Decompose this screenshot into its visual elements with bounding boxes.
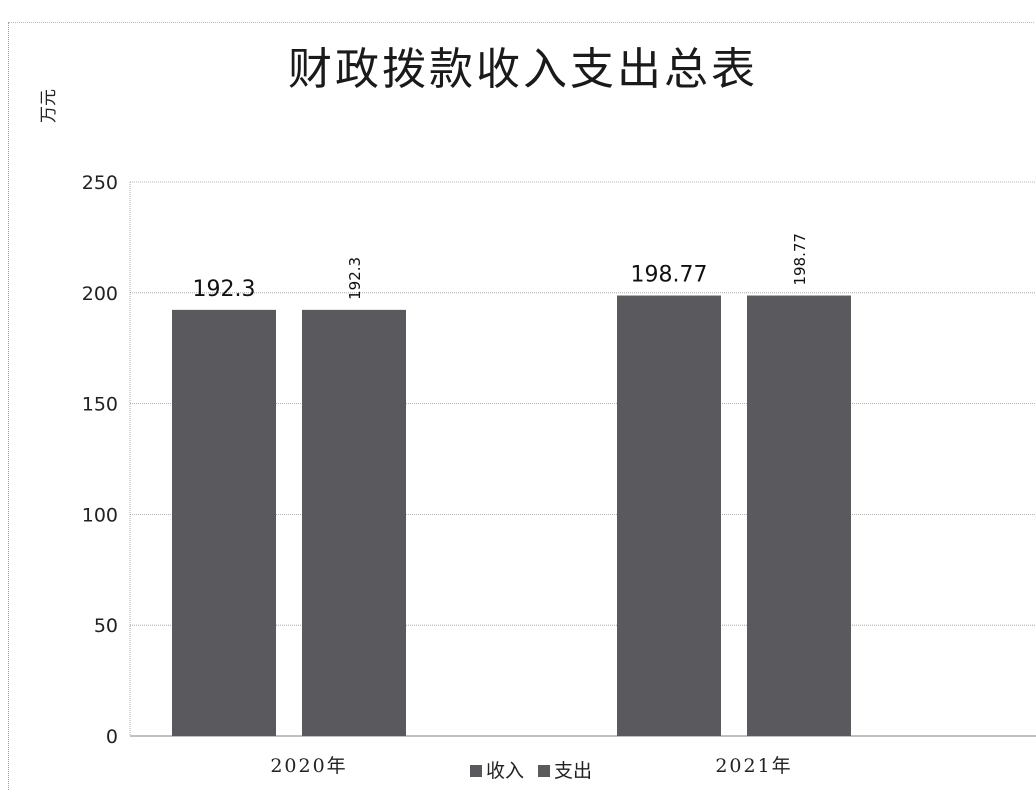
legend-label: 收入	[486, 760, 524, 782]
data-label: 192.3	[193, 277, 256, 302]
data-labels: 192.3 192.3 198.77 198.77	[193, 233, 809, 302]
bar-支出-2020年	[302, 309, 406, 736]
legend: 收入 支出	[470, 760, 592, 782]
data-label: 192.3	[346, 257, 364, 300]
y-tick-label: 100	[82, 504, 118, 526]
y-tick-label: 250	[82, 172, 118, 194]
chart-frame	[8, 22, 1034, 790]
y-tick-label: 0	[106, 726, 118, 748]
legend-label: 支出	[554, 760, 592, 782]
y-tick-label: 50	[94, 615, 118, 637]
gridlines	[129, 181, 1036, 737]
bar-收入-2020年	[172, 309, 276, 736]
x-category-label: 2020年	[270, 755, 347, 777]
data-label: 198.77	[631, 263, 708, 288]
bars	[172, 295, 851, 736]
y-axis-label: 万元	[39, 89, 59, 123]
y-tick-label: 200	[82, 283, 118, 305]
x-axis-categories: 2020年 2021年	[270, 755, 792, 777]
legend-swatch	[538, 765, 551, 777]
bar-收入-2021年	[617, 295, 721, 736]
data-label: 198.77	[791, 233, 809, 286]
legend-swatch	[470, 765, 482, 777]
y-tick-label: 150	[82, 394, 118, 416]
y-axis-ticks: 0 50 100 150 200 250	[82, 172, 118, 748]
chart-title: 财政拨款收入支出总表	[288, 44, 758, 95]
bar-支出-2021年	[747, 295, 851, 736]
x-category-label: 2021年	[715, 755, 792, 777]
